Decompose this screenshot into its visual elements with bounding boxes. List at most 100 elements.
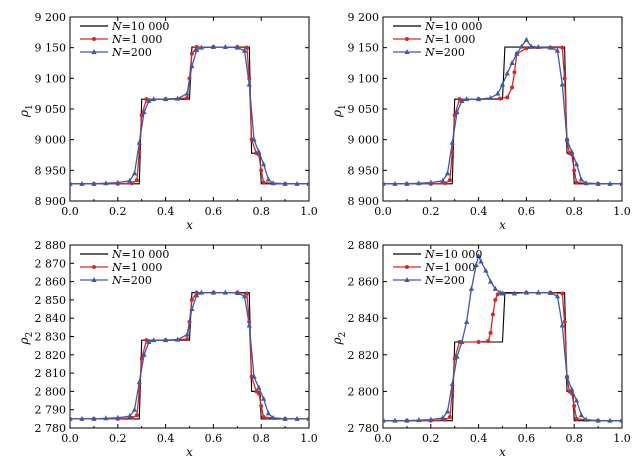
x-axis-label: x bbox=[499, 218, 506, 232]
y-tick-label: 9 050 bbox=[35, 103, 67, 116]
x-tick-label: 0.0 bbox=[374, 205, 392, 218]
data-point bbox=[246, 322, 252, 328]
data-point bbox=[560, 45, 565, 50]
data-point bbox=[573, 161, 580, 167]
data-point bbox=[505, 95, 510, 100]
x-tick-label: 0.4 bbox=[157, 432, 175, 445]
x-tick-label: 0.8 bbox=[565, 205, 583, 218]
x-tick-label: 0.8 bbox=[565, 432, 583, 445]
legend-marker bbox=[405, 265, 409, 269]
data-point bbox=[486, 339, 491, 344]
legend-label: N=1 000 bbox=[111, 33, 162, 46]
data-point bbox=[79, 415, 85, 421]
data-point bbox=[91, 180, 97, 186]
data-point bbox=[457, 97, 462, 102]
data-point bbox=[454, 109, 460, 115]
data-point bbox=[383, 417, 386, 423]
data-point bbox=[528, 43, 534, 49]
data-point bbox=[562, 76, 567, 81]
series-line-1 bbox=[70, 46, 309, 185]
data-point bbox=[70, 180, 73, 186]
y-tick-label: 8 900 bbox=[35, 195, 67, 208]
legend-label: N=200 bbox=[111, 46, 152, 59]
data-point bbox=[210, 289, 216, 295]
legend-label: N=1 000 bbox=[424, 261, 475, 274]
data-point bbox=[70, 415, 73, 421]
panel-top-right: 0.0 0.2 0.4 0.6 0.8 1.0 8 900 8 950 9 000 9 050 9 … bbox=[330, 11, 631, 232]
data-point bbox=[251, 136, 257, 142]
data-point bbox=[578, 176, 584, 182]
data-point bbox=[554, 47, 561, 53]
data-point bbox=[103, 180, 109, 186]
legend-marker bbox=[404, 49, 410, 54]
data-point bbox=[189, 63, 195, 69]
data-point bbox=[487, 278, 494, 284]
data-point bbox=[452, 113, 457, 118]
data-point bbox=[79, 180, 85, 186]
panel-bottom-right: 0.0 0.2 0.4 0.6 0.8 1.0 2 780 2 800 2 820 2 840 2 … bbox=[330, 239, 631, 459]
y-tick-label: 2 850 bbox=[35, 294, 67, 307]
data-point bbox=[234, 44, 240, 50]
legend-label: N=1 000 bbox=[424, 33, 475, 46]
y-tick-label: 2 820 bbox=[35, 349, 67, 362]
data-point bbox=[524, 46, 529, 51]
data-point bbox=[306, 415, 309, 421]
data-point bbox=[476, 252, 482, 258]
data-point bbox=[483, 267, 489, 273]
data-point bbox=[495, 90, 501, 96]
plot-frame bbox=[69, 16, 310, 202]
legend-label: N=1 000 bbox=[111, 261, 162, 274]
data-point bbox=[547, 289, 553, 295]
x-tick-label: 1.0 bbox=[613, 432, 631, 445]
data-point bbox=[440, 177, 446, 183]
data-point bbox=[478, 258, 484, 264]
data-point bbox=[464, 96, 470, 102]
data-point bbox=[595, 417, 601, 423]
data-point bbox=[131, 406, 138, 412]
data-point bbox=[146, 98, 152, 104]
data-point bbox=[404, 417, 410, 423]
data-point bbox=[127, 177, 133, 183]
x-tick-label: 0.4 bbox=[157, 205, 175, 218]
data-point bbox=[260, 395, 267, 401]
x-tick-label: 0.6 bbox=[205, 205, 223, 218]
data-point bbox=[194, 292, 200, 298]
data-point bbox=[184, 90, 190, 96]
data-point bbox=[619, 417, 622, 423]
data-point bbox=[572, 168, 577, 173]
y-tick-label: 2 860 bbox=[348, 276, 380, 289]
data-point bbox=[189, 297, 194, 302]
x-tick-label: 0.2 bbox=[109, 432, 127, 445]
data-point bbox=[103, 415, 109, 421]
legend-label: N=10 000 bbox=[424, 248, 482, 261]
series-line-2 bbox=[383, 254, 622, 422]
series-line-1 bbox=[383, 291, 622, 422]
data-point bbox=[146, 338, 152, 344]
data-point bbox=[569, 386, 575, 392]
data-point bbox=[261, 415, 266, 420]
data-point bbox=[487, 94, 494, 100]
data-point bbox=[476, 96, 482, 102]
data-point bbox=[574, 180, 579, 185]
legend-marker bbox=[91, 277, 97, 282]
y-tick-label: 2 810 bbox=[35, 367, 67, 380]
data-point bbox=[259, 404, 264, 409]
data-point bbox=[574, 416, 579, 421]
series-line-2 bbox=[383, 38, 622, 185]
legend-marker bbox=[92, 265, 96, 269]
data-point bbox=[449, 139, 455, 145]
x-tick-label: 1.0 bbox=[613, 205, 631, 218]
legend-label: N=200 bbox=[111, 274, 152, 287]
x-tick-label: 0.2 bbox=[109, 205, 127, 218]
data-point bbox=[210, 44, 216, 50]
legend-label: N=200 bbox=[424, 46, 465, 59]
data-point bbox=[251, 373, 257, 379]
series-line-0 bbox=[383, 46, 622, 185]
y-tick-label: 9 150 bbox=[35, 42, 67, 55]
data-point bbox=[464, 318, 470, 324]
plot-area bbox=[70, 44, 309, 186]
data-point bbox=[510, 85, 515, 90]
